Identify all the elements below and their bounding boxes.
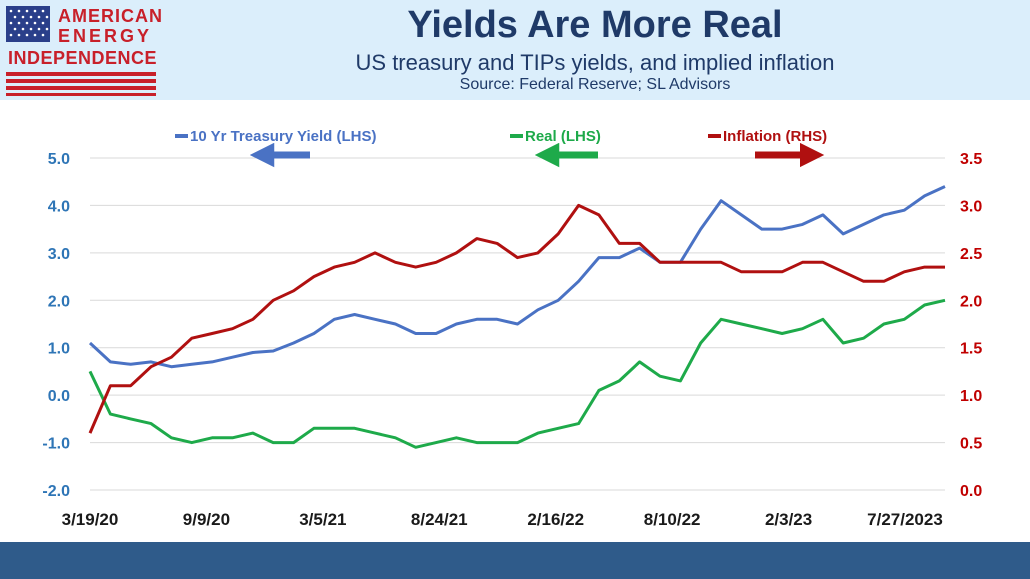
left-axis-tick-label: -2.0 <box>42 483 70 500</box>
right-axis-tick-label: 0.5 <box>960 436 982 453</box>
left-axis-tick-label: 0.0 <box>48 388 70 405</box>
right-axis-tick-label: 0.0 <box>960 483 982 500</box>
legend-label-inflation: Inflation (RHS) <box>723 128 827 145</box>
footer-bar <box>0 542 1030 579</box>
left-axis-tick-label: 5.0 <box>48 151 70 168</box>
flag-stripes-icon <box>6 72 156 96</box>
x-axis-tick-label: 7/27/2023 <box>867 510 943 529</box>
right-axis-tick-label: 3.0 <box>960 198 982 215</box>
yield-line-chart: -2.0 -1.0 0.0 1.0 2.0 3.0 4.0 5.0 0.0 0.5 1.0 1.5 2… <box>42 128 982 529</box>
legend-label-treasury: 10 Yr Treasury Yield (LHS) <box>190 128 376 145</box>
x-axis-tick-label: 9/9/20 <box>183 510 230 529</box>
left-axis-tick-label: 3.0 <box>48 246 70 263</box>
us-flag-icon <box>6 6 50 42</box>
series-line-treasury <box>88 185 946 369</box>
x-axis-tick-label: 3/5/21 <box>299 510 346 529</box>
right-axis-ticks: 0.0 0.5 1.0 1.5 2.0 2.5 3.0 3.5 <box>960 151 982 500</box>
legend: 10 Yr Treasury Yield (LHS) Real (LHS) In… <box>175 128 827 168</box>
legend-item-real: Real (LHS) <box>510 128 601 168</box>
company-logo: AMERICAN ENERGY INDEPENDENCE <box>6 6 162 96</box>
title-banner: AMERICAN ENERGY INDEPENDENCE Yields Are … <box>0 0 1030 100</box>
legend-label-real: Real (LHS) <box>525 128 601 145</box>
x-axis-tick-label: 8/10/22 <box>644 510 701 529</box>
left-axis-ticks: -2.0 -1.0 0.0 1.0 2.0 3.0 4.0 5.0 <box>42 151 70 500</box>
x-axis-tick-label: 2/3/23 <box>765 510 812 529</box>
left-axis-tick-label: -1.0 <box>42 436 70 453</box>
logo-line-1: AMERICAN <box>58 6 163 26</box>
logo-line-2: ENERGY <box>58 26 153 46</box>
right-axis-tick-label: 3.5 <box>960 151 982 168</box>
right-axis-tick-label: 1.0 <box>960 388 982 405</box>
x-axis-tick-label: 2/16/22 <box>527 510 584 529</box>
left-axis-tick-label: 2.0 <box>48 293 70 310</box>
series-line-real <box>88 298 946 449</box>
right-axis-tick-label: 2.0 <box>960 293 982 310</box>
x-axis-tick-label: 8/24/21 <box>411 510 468 529</box>
left-axis-tick-label: 1.0 <box>48 341 70 358</box>
right-axis-tick-label: 1.5 <box>960 341 982 358</box>
x-axis-tick-label: 3/19/20 <box>62 510 119 529</box>
right-axis-tick-label: 2.5 <box>960 246 982 263</box>
logo-line-3: INDEPENDENCE <box>8 48 158 68</box>
chart-subtitle: US treasury and TIPs yields, and implied… <box>355 50 835 75</box>
series-lines <box>88 185 946 449</box>
series-line-inflation <box>88 203 945 434</box>
legend-item-inflation: Inflation (RHS) <box>708 128 827 168</box>
page-title: Yields Are More Real <box>407 4 783 46</box>
legend-item-treasury: 10 Yr Treasury Yield (LHS) <box>175 128 376 168</box>
x-axis-ticks: 3/19/20 9/9/20 3/5/21 8/24/21 2/16/22 8/10/22… <box>62 510 943 529</box>
chart-source: Source: Federal Reserve; SL Advisors <box>459 76 731 93</box>
left-axis-tick-label: 4.0 <box>48 198 70 215</box>
